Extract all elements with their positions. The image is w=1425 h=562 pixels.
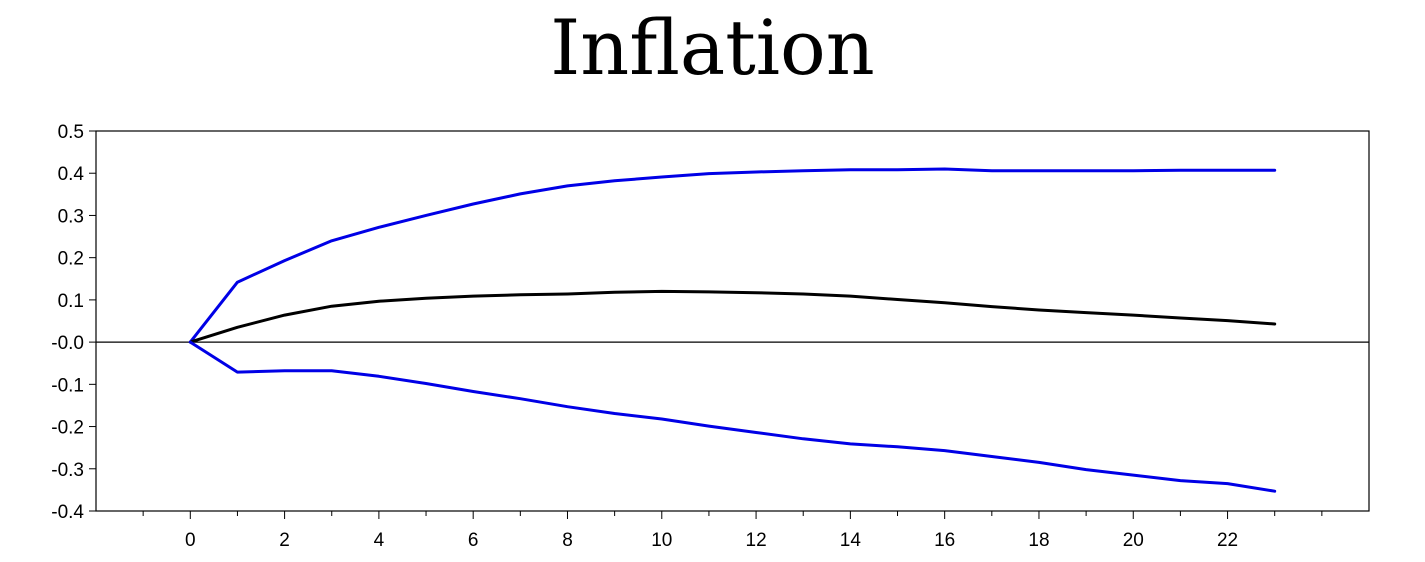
x-tick-label: 18 bbox=[1028, 530, 1049, 551]
chart-title: Inflation bbox=[550, 3, 875, 92]
series-line-3 bbox=[188, 340, 1277, 493]
y-axis: 0.5 0.4 0.3 0.2 0.1 -0.0 -0.1 -0.2 -0.3 -0.4 bbox=[51, 122, 96, 523]
y-tick-label: -0.2 bbox=[51, 418, 84, 439]
y-tick-label: 0.3 bbox=[58, 206, 84, 227]
x-tick-label: 22 bbox=[1217, 530, 1238, 551]
x-tick-label: 12 bbox=[746, 530, 767, 551]
x-tick-label: 0 bbox=[185, 530, 196, 551]
y-tick-label: -0.1 bbox=[51, 375, 84, 396]
x-tick-label: 6 bbox=[468, 530, 479, 551]
x-tick-label: 4 bbox=[374, 530, 385, 551]
plot-frame bbox=[95, 130, 1370, 512]
x-axis: 0 2 4 6 8 10 12 14 16 18 20 22 bbox=[142, 511, 1323, 551]
x-tick-label: 16 bbox=[934, 530, 955, 551]
x-tick-label: 14 bbox=[840, 530, 862, 551]
x-tick-label: 8 bbox=[562, 530, 573, 551]
y-tick-label: -0.3 bbox=[51, 460, 84, 481]
x-tick-label: 2 bbox=[279, 530, 290, 551]
y-tick-label: 0.4 bbox=[58, 164, 85, 185]
y-tick-label: -0.0 bbox=[51, 333, 84, 354]
x-tick-label: 20 bbox=[1123, 530, 1144, 551]
series-group bbox=[188, 167, 1277, 493]
x-tick-label: 10 bbox=[651, 530, 672, 551]
y-tick-label: 0.2 bbox=[58, 249, 84, 270]
y-tick-label: 0.5 bbox=[58, 122, 84, 143]
y-tick-label: 0.1 bbox=[58, 291, 84, 312]
series-line-1 bbox=[188, 167, 1277, 344]
y-tick-label: -0.4 bbox=[51, 502, 84, 523]
series-line-2 bbox=[188, 289, 1277, 344]
